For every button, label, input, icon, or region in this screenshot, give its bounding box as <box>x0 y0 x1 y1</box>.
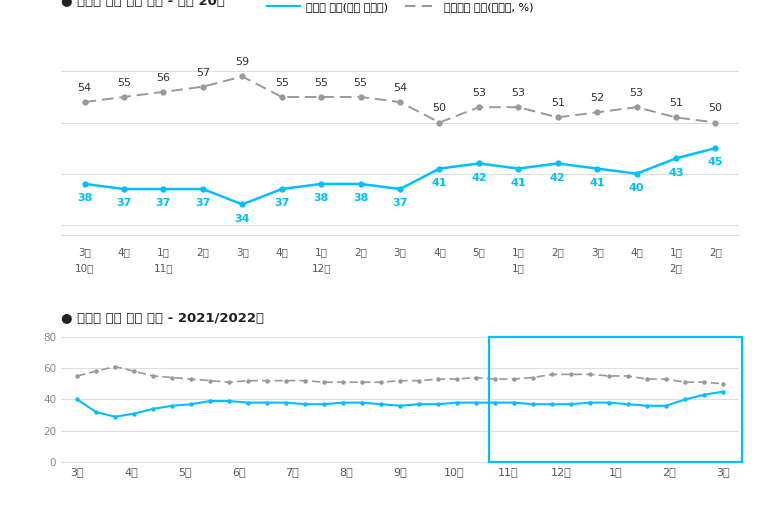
Text: 10월: 10월 <box>75 263 94 273</box>
Text: ● 대통령 직무 수행 평가 - 최근 20주: ● 대통령 직무 수행 평가 - 최근 20주 <box>61 0 225 8</box>
Text: 45: 45 <box>708 157 723 167</box>
Text: 42: 42 <box>471 173 487 183</box>
Text: 3주: 3주 <box>236 247 248 257</box>
Text: 54: 54 <box>393 83 407 93</box>
Text: 54: 54 <box>78 83 91 93</box>
Text: 43: 43 <box>668 168 684 178</box>
Text: 37: 37 <box>392 198 408 208</box>
Text: 53: 53 <box>629 88 644 98</box>
Text: 55: 55 <box>354 78 367 88</box>
Text: 38: 38 <box>313 193 329 203</box>
Legend: 잘하고 있다(직무 긍정률), 잘못하고 있다(부정률, %): 잘하고 있다(직무 긍정률), 잘못하고 있다(부정률, %) <box>263 505 537 508</box>
Text: 1주: 1주 <box>157 247 170 257</box>
Text: 37: 37 <box>274 198 290 208</box>
Text: 1주: 1주 <box>512 247 525 257</box>
Text: 12월: 12월 <box>312 263 331 273</box>
Text: 4주: 4주 <box>630 247 643 257</box>
Text: 2주: 2주 <box>354 247 367 257</box>
Text: 1월: 1월 <box>512 263 525 273</box>
Text: ● 대통령 직무 수행 평가 - 2021/2022년: ● 대통령 직무 수행 평가 - 2021/2022년 <box>61 312 264 326</box>
Text: 51: 51 <box>669 98 683 108</box>
Text: 41: 41 <box>511 178 526 188</box>
Text: 40: 40 <box>629 183 645 193</box>
Text: 59: 59 <box>235 57 249 67</box>
Text: 3주: 3주 <box>78 247 91 257</box>
Text: 41: 41 <box>589 178 605 188</box>
Text: 56: 56 <box>156 73 171 83</box>
Text: 53: 53 <box>511 88 525 98</box>
Text: 38: 38 <box>77 193 92 203</box>
Text: 53: 53 <box>472 88 486 98</box>
Text: 2주: 2주 <box>197 247 210 257</box>
Text: 55: 55 <box>314 78 328 88</box>
Text: 41: 41 <box>431 178 447 188</box>
Text: 37: 37 <box>155 198 171 208</box>
Legend: 잘하고 있다(직무 긍정률), 잘못하고 있다(부정률, %): 잘하고 있다(직무 긍정률), 잘못하고 있다(부정률, %) <box>263 0 537 16</box>
Text: 42: 42 <box>550 173 565 183</box>
Text: 2주: 2주 <box>709 247 722 257</box>
Text: 1주: 1주 <box>315 247 328 257</box>
Text: 50: 50 <box>433 103 447 113</box>
Text: 3주: 3주 <box>591 247 604 257</box>
Text: 1주: 1주 <box>670 247 683 257</box>
Text: 4주: 4주 <box>275 247 288 257</box>
Text: 55: 55 <box>117 78 131 88</box>
Text: 2월: 2월 <box>670 263 683 273</box>
Text: 51: 51 <box>551 98 565 108</box>
Text: 57: 57 <box>196 68 210 78</box>
Text: 38: 38 <box>353 193 368 203</box>
Text: 11월: 11월 <box>154 263 173 273</box>
Text: 37: 37 <box>117 198 132 208</box>
Text: 50: 50 <box>709 103 722 113</box>
Text: 55: 55 <box>275 78 289 88</box>
Text: 5주: 5주 <box>472 247 485 257</box>
Text: 4주: 4주 <box>117 247 130 257</box>
Text: 52: 52 <box>590 93 604 103</box>
Text: 4주: 4주 <box>433 247 446 257</box>
Text: 34: 34 <box>235 213 250 224</box>
Text: 3주: 3주 <box>394 247 406 257</box>
Bar <box>489 337 742 462</box>
Text: 37: 37 <box>195 198 210 208</box>
Text: 2주: 2주 <box>552 247 564 257</box>
